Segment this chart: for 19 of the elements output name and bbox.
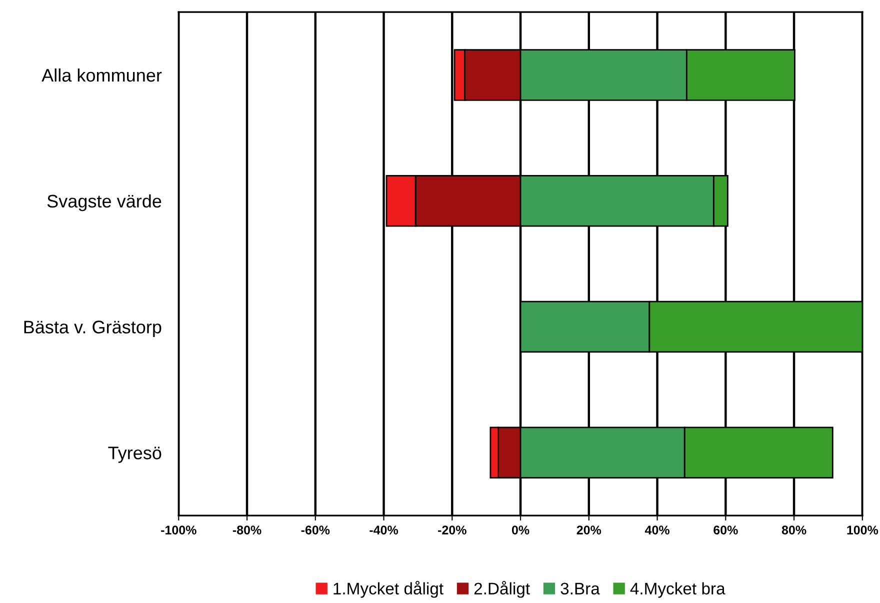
x-tick-label: 40% [644, 526, 670, 534]
legend-label: 3.Bra [560, 582, 600, 595]
x-tick-label: 100% [847, 526, 878, 534]
x-tick-label: -80% [232, 526, 262, 534]
y-tick-label: Svagste värde [47, 194, 162, 212]
y-tick-label: Alla kommuner [42, 68, 162, 82]
x-tick-label: -40% [370, 526, 398, 534]
x-tick-label: 0% [512, 526, 530, 534]
legend-label: 1.Mycket dåligt [334, 580, 444, 598]
legend-label: 2.Dåligt [474, 580, 530, 598]
x-tick-label: 80% [782, 526, 806, 534]
x-tick-label: -100% [161, 526, 196, 534]
x-tick-label: 60% [714, 526, 738, 534]
x-tick-label: -20% [438, 526, 466, 534]
y-tick-label: Bästa v. Grästorp [24, 320, 162, 338]
x-tick-label: 20% [576, 526, 602, 534]
legend-label: 4.Mycket bra [630, 582, 726, 598]
y-tick-label: Tyresö [108, 446, 162, 463]
x-tick-label: -60% [301, 526, 330, 534]
